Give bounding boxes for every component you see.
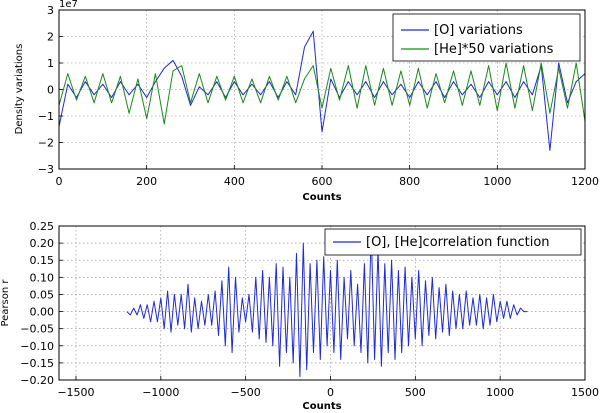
correlation-xtick-label: 500 bbox=[405, 386, 426, 399]
correlation-xtick-label: 0 bbox=[327, 386, 334, 399]
correlation-xtick-label: −1000 bbox=[142, 386, 179, 399]
legend-entry-corr: [O], [He]correlation function bbox=[366, 235, 550, 250]
correlation-xtick-label: 1000 bbox=[486, 386, 514, 399]
density-xtick-label: 600 bbox=[312, 175, 333, 188]
correlation-series-line-0 bbox=[126, 228, 528, 378]
density-chart: 0 200 400 600 800 1000 1200 −3 −2 −1 0 1 2 3 1e7 Coun… bbox=[14, 0, 599, 203]
density-xtick-label: 400 bbox=[224, 175, 245, 188]
density-ytick-label: −3 bbox=[38, 163, 54, 176]
legend-entry-o: [O] variations bbox=[434, 23, 523, 38]
density-xtick-label: 200 bbox=[136, 175, 157, 188]
density-series-line-0 bbox=[58, 30, 586, 151]
correlation-chart-series bbox=[126, 228, 528, 378]
density-ytick-label: −1 bbox=[38, 110, 54, 123]
density-series-line-1 bbox=[58, 62, 586, 125]
correlation-ytick-label: 0.10 bbox=[30, 271, 55, 284]
legend-box bbox=[324, 228, 582, 256]
legend-box bbox=[392, 13, 581, 62]
density-chart-series bbox=[58, 30, 586, 151]
correlation-chart: −1500 −1000 −500 0 500 1000 1500 −0.20 −0.15 −0.1… bbox=[0, 220, 599, 412]
correlation-ytick-label: 0.25 bbox=[30, 220, 55, 233]
correlation-chart-legend: [O], [He]correlation function bbox=[324, 228, 582, 256]
correlation-ytick-label: −0.05 bbox=[20, 323, 54, 336]
density-xtick-label: 1000 bbox=[483, 175, 511, 188]
correlation-xtick-label: 1500 bbox=[571, 386, 599, 399]
correlation-ytick-label: 0.15 bbox=[30, 254, 55, 267]
density-chart-legend: [O] variations [He]*50 variations bbox=[392, 13, 581, 62]
correlation-ytick-label: 0.00 bbox=[30, 306, 55, 319]
density-xtick-label: 0 bbox=[56, 175, 63, 188]
correlation-ytick-label: −0.20 bbox=[20, 374, 54, 387]
density-chart-xlabel: Counts bbox=[302, 192, 341, 203]
correlation-chart-ticks: −1500 −1000 −500 0 500 1000 1500 −0.20 −0.15 −0.1… bbox=[20, 220, 599, 399]
density-xtick-label: 800 bbox=[399, 175, 420, 188]
density-chart-ticks: 0 200 400 600 800 1000 1200 −3 −2 −1 0 1 2 3 bbox=[38, 4, 599, 188]
legend-entry-he: [He]*50 variations bbox=[434, 42, 554, 57]
density-chart-ylabel: Density variations bbox=[14, 44, 25, 135]
correlation-chart-frame bbox=[58, 225, 586, 381]
y-multiplier-label: 1e7 bbox=[59, 0, 78, 10]
density-xtick-label: 1200 bbox=[571, 175, 599, 188]
density-ytick-label: 3 bbox=[47, 4, 54, 17]
correlation-chart-xlabel: Counts bbox=[302, 401, 341, 412]
density-ytick-label: 1 bbox=[47, 57, 54, 70]
correlation-xtick-label: −500 bbox=[231, 386, 261, 399]
correlation-ytick-label: 0.05 bbox=[30, 288, 55, 301]
density-ytick-label: 0 bbox=[47, 84, 54, 97]
density-ytick-label: −2 bbox=[38, 137, 54, 150]
correlation-chart-ylabel: Pearson r bbox=[0, 279, 11, 327]
correlation-xtick-label: −1500 bbox=[57, 386, 94, 399]
correlation-ytick-label: −0.15 bbox=[20, 357, 54, 370]
density-ytick-label: 2 bbox=[47, 31, 54, 44]
correlation-ytick-label: 0.20 bbox=[30, 237, 55, 250]
correlation-ytick-label: −0.10 bbox=[20, 340, 54, 353]
